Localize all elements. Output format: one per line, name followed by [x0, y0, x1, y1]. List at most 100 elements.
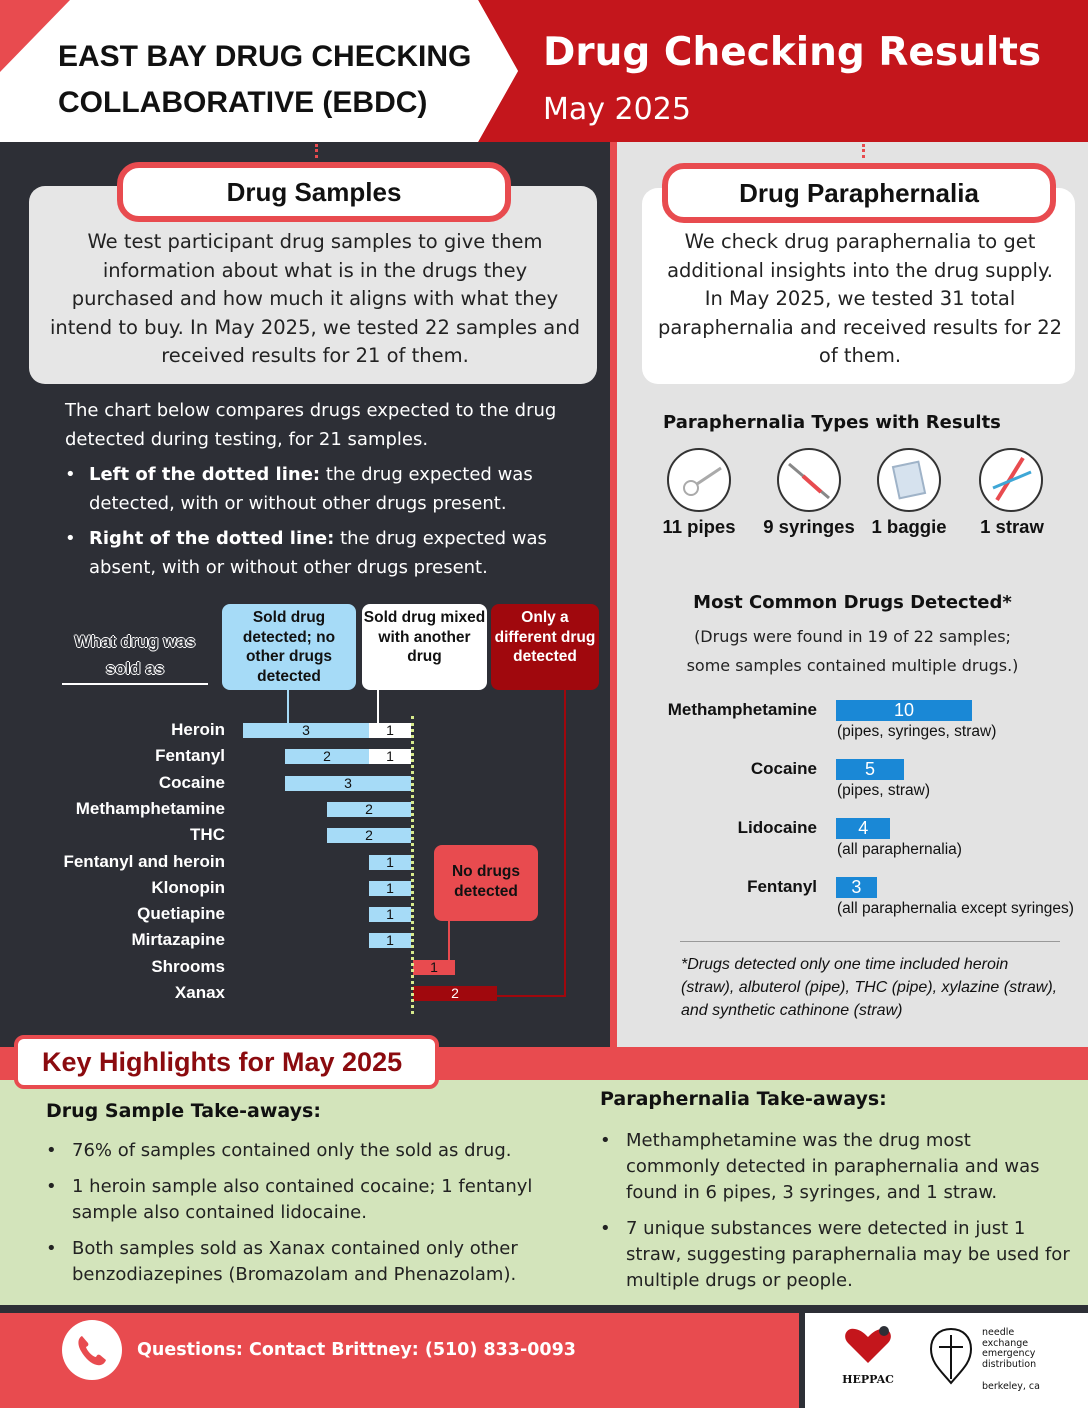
chart-bar-value: 2 [365, 800, 373, 817]
logo2-line: emergency [982, 1348, 1036, 1359]
chart-bar-value: 1 [386, 722, 394, 738]
footnote: *Drugs detected only one time included h… [681, 956, 1058, 1019]
drug-name: Fentanyl [747, 877, 817, 896]
chart-bar: 1 [413, 958, 455, 975]
chart-row-label: Mirtazapine [131, 930, 225, 950]
chart-bar: 1 [369, 853, 411, 870]
list-item: Both samples sold as Xanax contained onl… [46, 1236, 576, 1288]
chart-row-label: Shrooms [151, 956, 225, 976]
dotted-connector-right [862, 144, 865, 158]
chart-bar: 2 [285, 748, 369, 765]
logo2-line: exchange [982, 1337, 1029, 1349]
legend-connector-different-h [496, 995, 566, 997]
chart-bar-value: 1 [386, 748, 394, 765]
chart-bar-value: 1 [386, 879, 394, 896]
chart-row-label: Methamphetamine [75, 798, 225, 818]
straw-icon [979, 448, 1043, 512]
common-drugs-sub1: (Drugs were found in 19 of 22 samples; [694, 627, 1011, 646]
bullet-left: Left of the dotted line: the drug expect… [65, 460, 585, 518]
paraphernalia-paragraph: We check drug paraphernalia to get addit… [657, 230, 1063, 367]
panel-divider [610, 142, 617, 1047]
logo2-city: berkeley, ca [982, 1381, 1040, 1392]
syringe-icon [777, 448, 841, 512]
page-title: Drug Checking Results [543, 30, 1042, 75]
drug-note: (pipes, syringes, straw) [837, 723, 997, 740]
dotted-connector [315, 144, 318, 158]
heppac-logo: HEPPAC [838, 1323, 898, 1386]
chart-intro: The chart below compares drugs expected … [65, 396, 585, 582]
header-white-chevron [0, 0, 518, 142]
type-label-straw: 1 straw [980, 516, 1044, 537]
para-takeaways-heading: Paraphernalia Take-aways: [600, 1088, 887, 1110]
footnote-divider [680, 941, 1060, 942]
chart-bar-value: 1 [386, 853, 394, 870]
needle-exchange-emblem [925, 1325, 977, 1389]
chart-bar: 1 [369, 722, 411, 738]
type-label-pipes: 11 pipes [662, 516, 736, 537]
list-item: 1 heroin sample also contained cocaine; … [46, 1174, 576, 1226]
paraphernalia-heading: Drug Paraphernalia [662, 163, 1056, 223]
type-label-baggie: 1 baggie [871, 516, 947, 537]
chart-intro-text: The chart below compares drugs expected … [65, 400, 557, 450]
drug-name: Methamphetamine [667, 700, 817, 719]
drug-count-bar: 10 [836, 700, 972, 721]
bullet-left-text: the drug expected was detected, with or … [89, 464, 533, 514]
legend-connector-different [564, 690, 566, 997]
chart-row-label: Fentanyl and heroin [63, 851, 225, 871]
drug-note: (all paraphernalia) [837, 841, 962, 858]
legend-mixed: Sold drug mixed with another drug [362, 604, 487, 690]
chart-bar: 1 [369, 748, 411, 765]
legend-underline [62, 683, 208, 685]
legend-sold-as: What drug was sold as [74, 632, 196, 678]
chart-bar-value: 3 [302, 722, 310, 738]
common-drugs-sub2: some samples contained multiple drugs.) [686, 656, 1019, 675]
legend-connector-mixed [377, 690, 379, 726]
drug-note: (pipes, straw) [837, 782, 931, 799]
chart-row-label: Cocaine [158, 772, 225, 792]
chart-bar-value: 1 [430, 958, 438, 975]
legend-only-sold: Sold drug detected; no other drugs detec… [222, 604, 356, 690]
legend-connector-no-drugs [448, 921, 450, 967]
drug-takeaways-heading: Drug Sample Take-aways: [46, 1100, 321, 1122]
phone-icon [62, 1320, 122, 1380]
sample-chart: Heroin 1 3 Fentanyl 1 2 Cocaine 3 Methamphetamin… [0, 718, 610, 1018]
legend-no-drugs: No drugs detected [434, 845, 538, 921]
logo2-line: distribution [982, 1358, 1037, 1370]
drug-samples-paragraph: We test participant drug samples to give… [50, 230, 580, 367]
drug-count-bar: 5 [836, 759, 904, 780]
logo2-line: needle [982, 1327, 1015, 1338]
expected-divider-line [411, 716, 414, 1014]
chart-row-label: Klonopin [151, 877, 225, 897]
bullet-right-text: the drug expected was absent, with or wi… [89, 528, 547, 578]
chart-bar-value: 3 [344, 774, 352, 791]
chart-row-label: Heroin [171, 720, 225, 739]
chart-row-label: THC [190, 825, 225, 845]
drug-note: (all paraphernalia except syringes) [837, 900, 1074, 917]
footer-contact-band [0, 1313, 799, 1408]
chart-bar-value: 1 [386, 906, 394, 923]
chart-bar-value: 2 [323, 748, 331, 765]
chart-bar-value: 2 [451, 985, 459, 1001]
para-takeaways-list: Methamphetamine was the drug most common… [600, 1128, 1070, 1304]
pipe-icon [667, 448, 731, 512]
types-heading: Paraphernalia Types with Results [663, 412, 1001, 433]
chart-bar: 1 [369, 879, 411, 896]
contact-info[interactable]: Questions: Contact Brittney: (510) 833-0… [137, 1340, 576, 1360]
chart-bar: 2 [327, 800, 411, 817]
org-line2: COLLABORATIVE (EBDC) [58, 86, 428, 119]
drug-count-bar: 3 [836, 877, 877, 898]
chart-row-label: Xanax [174, 983, 225, 1002]
drug-name: Lidocaine [737, 818, 817, 837]
chart-bar-value: 2 [365, 827, 373, 844]
chart-bar: 3 [243, 722, 369, 738]
drug-count-bar: 4 [836, 818, 891, 839]
drug-takeaways-list: 76% of samples contained only the sold a… [46, 1138, 576, 1298]
chart-bar: 1 [369, 932, 411, 949]
chart-row-label: Fentanyl [155, 746, 225, 766]
chart-bar: 2 [413, 985, 497, 1001]
bullet-left-bold: Left of the dotted line: [89, 464, 321, 485]
page-subtitle: May 2025 [543, 92, 691, 127]
heppac-logo-text: HEPPAC [842, 1373, 894, 1386]
legend-connector-only-sold [287, 690, 289, 726]
legend-different: Only a different drug detected [491, 604, 599, 690]
